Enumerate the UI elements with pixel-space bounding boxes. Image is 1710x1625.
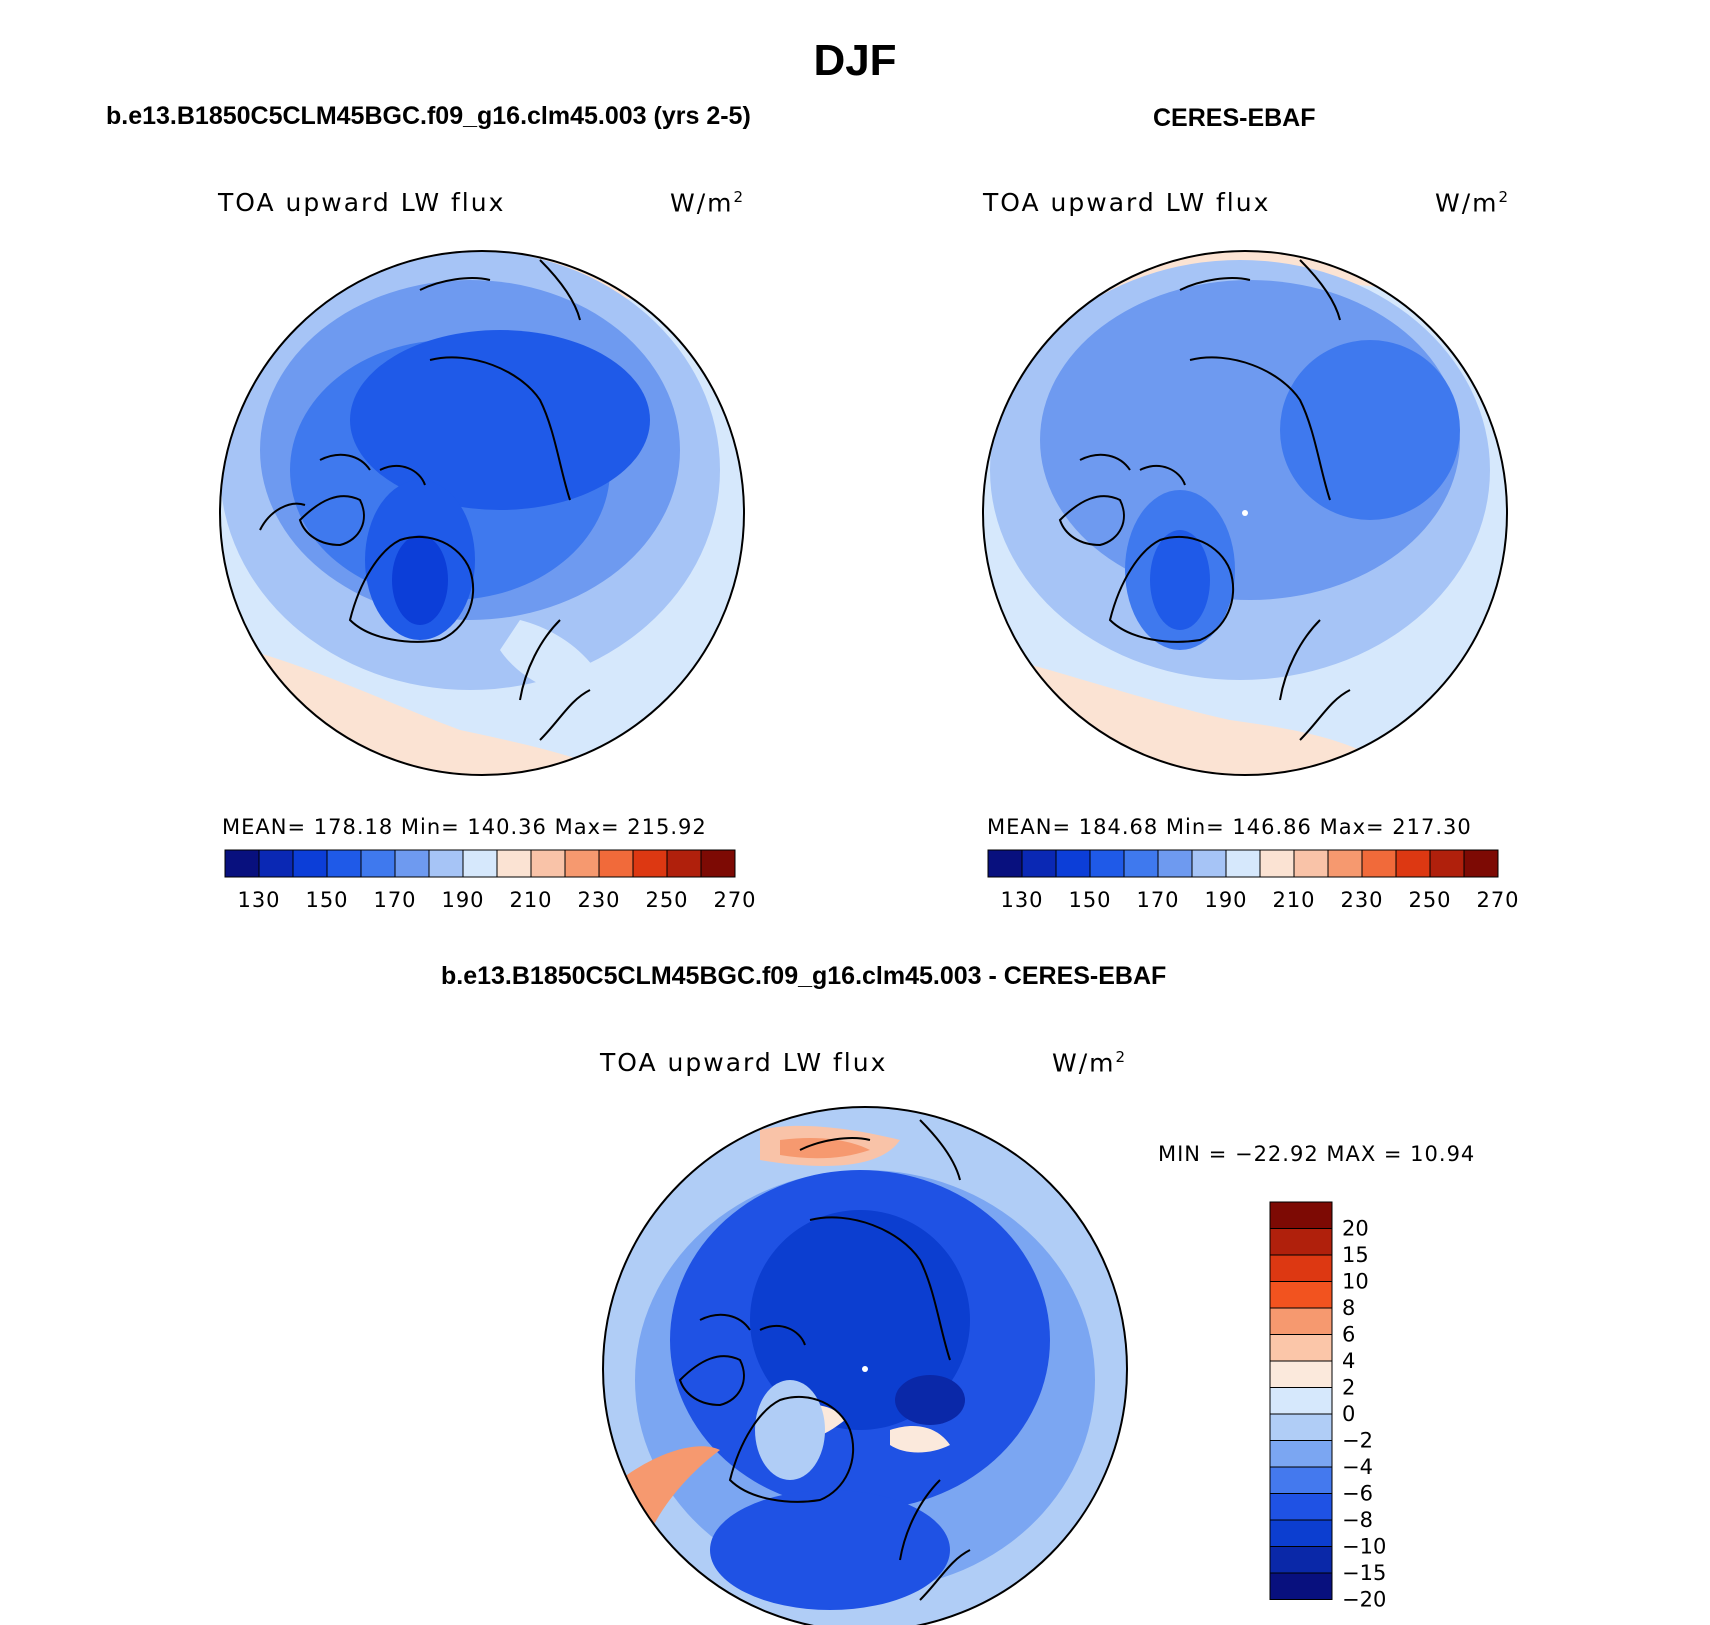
figure-title: DJF: [813, 36, 897, 85]
panel3-title: b.e13.B1850C5CLM45BGC.f09_g16.clm45.003 …: [441, 962, 1167, 990]
colorbar-swatch: [360, 849, 396, 878]
panel1-variable: TOA upward LW flux: [218, 188, 506, 217]
colorbar-swatch: [632, 849, 668, 878]
colorbar-tick-label: 210: [509, 888, 552, 912]
colorbar-tick-label: −8: [1342, 1508, 1373, 1532]
colorbar-swatch: [564, 849, 600, 878]
colorbar-tick-label: 2: [1342, 1376, 1355, 1400]
panel2-stats: MEAN= 184.68 Min= 146.86 Max= 217.30: [987, 815, 1472, 839]
colorbar-swatch: [1269, 1493, 1333, 1521]
colorbar-swatch: [1055, 849, 1091, 878]
colorbar-swatch: [1259, 849, 1295, 878]
map-obs: [982, 250, 1508, 776]
colorbar-swatch: [666, 849, 702, 878]
colorbar-swatch: [1269, 1519, 1333, 1547]
colorbar-tick-label: 250: [645, 888, 688, 912]
colorbar-tick-label: 6: [1342, 1323, 1355, 1347]
colorbar-swatch: [598, 849, 634, 878]
colorbar-swatch: [292, 849, 328, 878]
panel1-stats: MEAN= 178.18 Min= 140.36 Max= 215.92: [222, 815, 707, 839]
colorbar-swatch: [462, 849, 498, 878]
colorbar-swatch: [258, 849, 294, 878]
colorbar-swatch: [224, 849, 260, 878]
colorbar-swatch: [1269, 1201, 1333, 1229]
colorbar-obs: 130 150 170 190 210 230 250 270: [987, 849, 1519, 912]
colorbar-swatch: [1395, 849, 1431, 878]
colorbar-swatch: [428, 849, 464, 878]
colorbar-tick-label: 10: [1342, 1270, 1369, 1294]
panel1-units: W/m2: [670, 188, 746, 218]
colorbar-tick-label: −4: [1342, 1455, 1373, 1479]
colorbar-tick-label: 270: [713, 888, 756, 912]
colorbar-swatch: [1327, 849, 1363, 878]
colorbar-swatch: [1269, 1546, 1333, 1574]
colorbar-tick-label: −15: [1342, 1561, 1386, 1585]
colorbar-swatch: [1269, 1281, 1333, 1309]
panel2-title: CERES-EBAF: [1153, 104, 1316, 132]
colorbar-swatch: [1361, 849, 1397, 878]
colorbar-swatch: [496, 849, 532, 878]
colorbar-swatch: [530, 849, 566, 878]
colorbar-tick-label: 130: [237, 888, 280, 912]
colorbar-swatch: [394, 849, 430, 878]
colorbar-tick-label: −6: [1342, 1482, 1373, 1506]
colorbar-swatch: [1463, 849, 1499, 878]
colorbar-swatch: [1269, 1254, 1333, 1282]
colorbar-tick-label: 210: [1272, 888, 1315, 912]
colorbar-swatch: [1021, 849, 1057, 878]
colorbar-swatch: [1269, 1440, 1333, 1468]
colorbar-swatch: [1225, 849, 1261, 878]
colorbar-tick-label: −2: [1342, 1429, 1373, 1453]
colorbar-tick-label: 15: [1342, 1243, 1369, 1267]
panel3-units: W/m2: [1052, 1048, 1128, 1078]
colorbar-tick-label: −10: [1342, 1535, 1386, 1559]
panel3-stats: MIN = −22.92 MAX = 10.94: [1158, 1142, 1476, 1166]
colorbar-swatch: [1191, 849, 1227, 878]
colorbar-swatch: [1089, 849, 1125, 878]
panel2-variable: TOA upward LW flux: [983, 188, 1271, 217]
colorbar-tick-label: 270: [1476, 888, 1519, 912]
panel1-title: b.e13.B1850C5CLM45BGC.f09_g16.clm45.003 …: [106, 102, 751, 130]
map-model: [219, 250, 745, 776]
colorbar-swatch: [1429, 849, 1465, 878]
colorbar-tick-label: 230: [577, 888, 620, 912]
colorbar-tick-label: 4: [1342, 1349, 1355, 1373]
colorbar-swatch: [987, 849, 1023, 878]
colorbar-swatch: [1269, 1228, 1333, 1256]
colorbar-swatch: [1269, 1307, 1333, 1335]
colorbar-tick-label: 0: [1342, 1402, 1355, 1426]
panel3-variable: TOA upward LW flux: [600, 1048, 888, 1077]
panel2-units: W/m2: [1435, 188, 1511, 218]
colorbar-swatch: [700, 849, 736, 878]
colorbar-swatch: [326, 849, 362, 878]
colorbar-tick-label: 150: [1068, 888, 1111, 912]
colorbar-tick-label: 190: [1204, 888, 1247, 912]
colorbar-swatch: [1123, 849, 1159, 878]
colorbar-swatch: [1269, 1334, 1333, 1362]
colorbar-tick-label: 150: [305, 888, 348, 912]
colorbar-tick-label: 170: [373, 888, 416, 912]
colorbar-tick-label: 8: [1342, 1296, 1355, 1320]
colorbar-tick-label: 170: [1136, 888, 1179, 912]
colorbar-tick-label: 20: [1342, 1217, 1369, 1241]
colorbar-swatch: [1269, 1387, 1333, 1415]
colorbar-swatch: [1269, 1466, 1333, 1494]
colorbar-tick-label: 190: [441, 888, 484, 912]
colorbar-swatch: [1269, 1413, 1333, 1441]
colorbar-swatch: [1269, 1360, 1333, 1388]
colorbar-model: 130 150 170 190 210 230 250 270: [224, 849, 756, 912]
colorbar-tick-label: 250: [1408, 888, 1451, 912]
colorbar-swatch: [1157, 849, 1193, 878]
map-diff: [602, 1106, 1128, 1625]
colorbar-tick-label: −20: [1342, 1588, 1386, 1612]
colorbar-swatch: [1269, 1572, 1333, 1600]
colorbar-swatch: [1293, 849, 1329, 878]
colorbar-tick-label: 130: [1000, 888, 1043, 912]
colorbar-tick-label: 230: [1340, 888, 1383, 912]
